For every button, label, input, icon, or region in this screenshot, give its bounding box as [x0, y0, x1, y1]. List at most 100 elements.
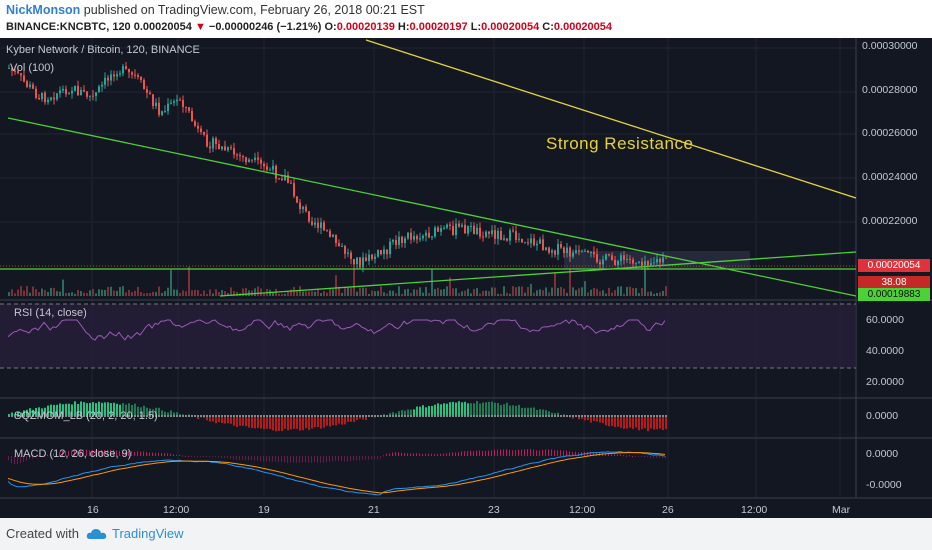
- macd-histogram-bar: [59, 451, 60, 456]
- ascending-support-line[interactable]: [219, 251, 857, 297]
- pane-separators: [0, 38, 932, 499]
- sqzmom-dot: [152, 415, 154, 417]
- candle-body: [431, 236, 433, 238]
- candle-body: [311, 221, 313, 225]
- candle-body: [380, 249, 382, 255]
- volume-bar: [98, 289, 100, 296]
- macd-histogram-bar: [521, 449, 522, 456]
- macd-line: [7, 451, 666, 496]
- sqzmom-dot: [404, 415, 406, 417]
- sqzmom-dot: [299, 415, 301, 417]
- sqzmom-dot: [233, 415, 235, 417]
- time-axis-tick: 12:00: [741, 504, 768, 516]
- candle-body: [38, 97, 40, 100]
- strong-resistance-annotation[interactable]: Strong Resistance: [546, 134, 694, 153]
- macd-histogram-bar: [374, 456, 375, 460]
- sqzmom-dot: [428, 415, 430, 417]
- sqzmom-bar: [542, 409, 544, 416]
- tradingview-cloud-icon: [86, 529, 107, 539]
- macd-histogram-bar: [185, 455, 186, 457]
- sqzmom-dot: [518, 415, 520, 417]
- macd-histogram-bar: [122, 451, 123, 456]
- sqzmom-bar: [467, 403, 469, 416]
- candle-body: [77, 85, 79, 96]
- sqzmom-dot: [242, 415, 244, 417]
- sqzmom-bar: [347, 416, 349, 422]
- volume-bar: [431, 268, 433, 296]
- sqzmom-dot: [116, 415, 118, 417]
- candle-body: [545, 247, 547, 251]
- sqzmom-dot: [497, 415, 499, 417]
- price-change: −0.00000246 (−1.21%): [208, 21, 322, 33]
- sqzmom-dot: [92, 415, 94, 417]
- sqzmom-dot: [527, 415, 529, 417]
- sqzmom-dot: [542, 415, 544, 417]
- sqzmom-dot: [23, 415, 25, 417]
- candle-body: [107, 77, 109, 81]
- macd-histogram-bar: [221, 456, 222, 458]
- macd-histogram-bar: [413, 453, 414, 456]
- sqzmom-bar: [500, 405, 502, 416]
- volume-bar: [320, 293, 322, 296]
- volume-bar: [518, 286, 520, 296]
- candle-body: [269, 169, 271, 171]
- author-link[interactable]: NickMonson: [6, 3, 81, 17]
- candle-body: [593, 252, 595, 255]
- candle-body: [74, 85, 76, 91]
- close-label: C:: [542, 21, 554, 33]
- sqzmom-dot: [167, 415, 169, 417]
- candle-body: [617, 260, 619, 266]
- volume-bar: [659, 292, 661, 296]
- sqzmom-bar: [170, 410, 172, 416]
- chart-area[interactable]: Kyber Network / Bitcoin, 120, BINANCE Vo…: [0, 38, 932, 518]
- chart-canvas[interactable]: [0, 38, 932, 518]
- sqzmom-bar: [122, 403, 124, 416]
- sqzmom-bar: [425, 407, 427, 416]
- volume-bar: [77, 290, 79, 296]
- volume-bar: [104, 290, 106, 296]
- sqzmom-dot: [29, 415, 31, 417]
- macd-histogram-bar: [551, 449, 552, 456]
- sqzmom-dot: [86, 415, 88, 417]
- sqzmom-dot: [452, 415, 454, 417]
- macd-histogram-bar: [623, 455, 624, 457]
- macd-histogram-bar: [128, 451, 129, 456]
- macd-signal-line: [7, 452, 666, 494]
- sqzmom-dot: [185, 415, 187, 417]
- macd-histogram-bar: [542, 449, 543, 456]
- sqzmom-dot: [77, 415, 79, 417]
- candle-body: [209, 146, 211, 149]
- resistance-line[interactable]: [365, 39, 857, 199]
- sqzmom-dot: [362, 415, 364, 417]
- macd-histogram-bar: [491, 450, 492, 456]
- candle-body: [95, 92, 97, 97]
- volume-bar: [65, 292, 67, 296]
- candle-body: [575, 250, 577, 253]
- sqzmom-dot: [359, 415, 361, 417]
- macd-histogram-bar: [77, 450, 78, 456]
- macd-histogram-bar: [113, 449, 114, 456]
- sqzmom-bar: [656, 416, 658, 430]
- macd-histogram-bar: [50, 453, 51, 456]
- support-price-tag: 0.00019883: [858, 288, 930, 301]
- sqzmom-dot: [209, 415, 211, 417]
- rsi-axis-tick: 40.0000: [866, 345, 904, 357]
- sqzmom-bar: [11, 412, 13, 416]
- sqzmom-dot: [548, 415, 550, 417]
- sqzmom-bar: [545, 410, 547, 416]
- sqzmom-bar: [506, 402, 508, 416]
- volume-bar: [428, 293, 430, 296]
- candle-body: [122, 66, 124, 74]
- macd-histogram-bar: [218, 456, 219, 458]
- candle-body: [182, 100, 184, 108]
- tradingview-brand-link[interactable]: TradingView: [112, 526, 184, 541]
- sqzmom-bar: [476, 401, 478, 416]
- volume-bar: [407, 288, 409, 296]
- sqzmom-bar: [524, 407, 526, 416]
- macd-histogram-bar: [62, 450, 63, 456]
- volume-bar: [278, 293, 280, 296]
- macd-histogram-bar: [605, 453, 606, 456]
- volume-bar: [209, 289, 211, 296]
- macd-histogram-bar: [434, 453, 435, 456]
- macd-histogram-bar: [167, 453, 168, 456]
